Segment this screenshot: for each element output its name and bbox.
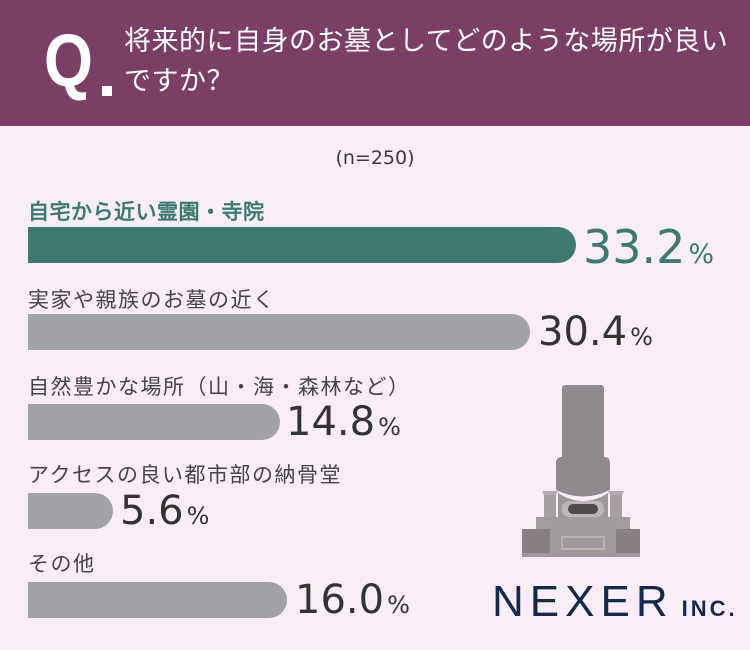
bar-label: その他 xyxy=(28,552,96,576)
bar xyxy=(28,227,576,263)
bar xyxy=(28,314,530,350)
bar-value: 16.0% xyxy=(295,577,410,623)
bar xyxy=(28,404,280,440)
bar xyxy=(28,582,287,618)
q-mark: Q xyxy=(44,19,93,102)
q-dot xyxy=(102,86,112,96)
bar-label: 実家や親族のお墓の近く xyxy=(28,288,276,312)
bar-value: 30.4% xyxy=(538,309,653,355)
bar-value: 33.2% xyxy=(583,220,715,274)
question-title: 将来的に自身のお墓としてどのような場所が良いですか？ xyxy=(124,26,729,97)
bar-label: アクセスの良い都市部の納骨堂 xyxy=(28,463,342,487)
sample-size: (n=250) xyxy=(335,147,415,169)
gravestone-icon xyxy=(522,385,640,557)
bar xyxy=(28,493,113,529)
nexer-logo: NEXER INC. xyxy=(492,577,738,626)
bar-label: 自宅から近い霊園・寺院 xyxy=(28,200,265,224)
bar-value: 5.6% xyxy=(120,488,210,534)
bar-label: 自然豊かな場所（山・海・森林など） xyxy=(28,375,411,399)
bar-value: 14.8% xyxy=(286,399,401,445)
question-header: Q 将来的に自身のお墓としてどのような場所が良いですか？ xyxy=(0,0,750,126)
